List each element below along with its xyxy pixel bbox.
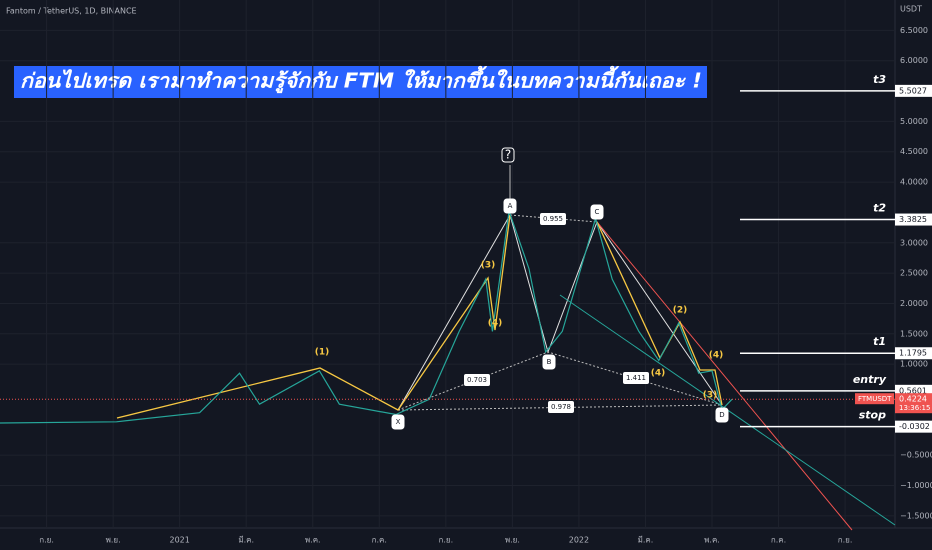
x-tick-label: ก.ค. — [771, 536, 786, 545]
x-tick-label: ก.ย. — [39, 536, 54, 545]
x-tick-label: พ.ย. — [106, 536, 121, 545]
point-box — [715, 407, 729, 423]
point-label: A — [508, 202, 513, 210]
level-value: -0.0302 — [899, 422, 930, 431]
ratio-label: 1.411 — [626, 374, 646, 382]
y-tick-label: 3.0000 — [900, 238, 928, 247]
level-name: t2 — [873, 202, 886, 215]
last-value: 0.4224 — [899, 395, 927, 404]
wave-label: (3) — [703, 391, 718, 401]
banner-bg — [14, 66, 707, 98]
point-box — [542, 354, 556, 370]
level-name: entry — [853, 373, 887, 386]
wave-label: (2) — [673, 306, 688, 316]
y-tick-label: 4.5000 — [900, 147, 928, 156]
y-tick-label: −0.5000 — [900, 451, 932, 460]
point-box — [391, 414, 405, 430]
wave-label: (1) — [315, 348, 330, 358]
level-name: stop — [859, 409, 886, 422]
y-tick-label: 4.0000 — [900, 178, 928, 187]
banner: ก่อนไปเทรด เรามาทำความรู้จักกับ FTM ให้ม… — [20, 66, 702, 94]
x-tick-label: ก.ย. — [838, 536, 853, 545]
x-tick-label: 2022 — [569, 536, 589, 545]
countdown: 13:36:15 — [899, 404, 930, 412]
x-tick-label: ก.ค. — [372, 536, 387, 545]
x-tick-label: มี.ค. — [638, 536, 654, 545]
wave-label: (3) — [481, 261, 496, 271]
point-box — [501, 147, 515, 163]
wave-label: (4) — [488, 319, 503, 329]
level-value: 5.5027 — [899, 86, 927, 95]
y-tick-label: −1.0000 — [900, 481, 932, 490]
y-tick-label: 1.0000 — [900, 360, 928, 369]
level-value: 0.5601 — [899, 386, 927, 395]
ratio-label: 0.955 — [543, 215, 563, 223]
point-label: C — [595, 208, 600, 216]
y-tick-label: 6.5000 — [900, 26, 928, 35]
level-value: 3.3825 — [899, 215, 927, 224]
y-tick-label: 6.0000 — [900, 56, 928, 65]
currency: USDT — [900, 5, 922, 14]
point-label: X — [396, 418, 401, 426]
ratio-label: 0.978 — [551, 403, 571, 411]
level-box — [895, 84, 932, 97]
x-tick-label: ก.ย. — [439, 536, 454, 545]
ratio-box — [464, 374, 490, 386]
x-tick-label: มี.ค. — [238, 536, 254, 545]
point-label: B — [547, 358, 552, 366]
level-name: t3 — [873, 73, 886, 86]
ratio-label: 0.703 — [467, 376, 487, 384]
ratio-box — [548, 401, 574, 413]
symbol-header: Fantom / TetherUS, 1D, BINANCE — [6, 7, 137, 16]
y-tick-label: 5.0000 — [900, 117, 928, 126]
point-label: ? — [505, 148, 511, 162]
level-value: 1.1795 — [899, 349, 927, 358]
level-box — [895, 213, 932, 226]
x-tick-label: พ.ค. — [305, 536, 321, 545]
ratio-box — [623, 372, 649, 384]
y-tick-label: 2.0000 — [900, 299, 928, 308]
elliott-waves — [116, 214, 723, 419]
ratio-box — [540, 213, 566, 225]
level-box — [895, 420, 932, 433]
x-tick-label: พ.ค. — [704, 536, 720, 545]
last-box — [895, 393, 932, 414]
point-label: D — [719, 411, 724, 419]
symbol-label: FTMUSDT — [858, 395, 892, 403]
symbol-box — [855, 393, 894, 405]
y-tick-label: 1.5000 — [900, 329, 928, 338]
wave-label: (4) — [651, 369, 666, 379]
x-tick-label: 2021 — [169, 536, 189, 545]
y-tick-label: −1.5000 — [900, 511, 932, 520]
point-box — [590, 204, 604, 220]
wave-label: (4) — [709, 351, 724, 361]
point-box — [503, 198, 517, 214]
y-tick-label: 2.5000 — [900, 269, 928, 278]
level-box — [895, 347, 932, 360]
level-name: t1 — [873, 335, 886, 348]
x-tick-label: พ.ย. — [505, 536, 520, 545]
